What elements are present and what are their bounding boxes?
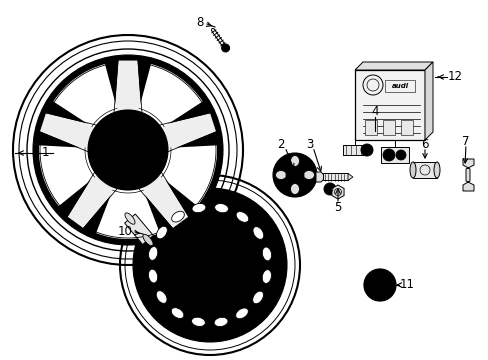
- Wedge shape: [138, 64, 202, 128]
- Text: 1: 1: [41, 147, 49, 159]
- Text: 50: 50: [374, 280, 385, 289]
- Bar: [384, 80, 414, 92]
- Circle shape: [213, 271, 220, 278]
- Circle shape: [218, 258, 224, 265]
- Circle shape: [123, 125, 133, 135]
- Circle shape: [135, 161, 144, 171]
- Circle shape: [195, 258, 202, 265]
- Polygon shape: [114, 60, 142, 113]
- Wedge shape: [96, 187, 160, 239]
- Circle shape: [88, 110, 168, 190]
- Text: 6: 6: [420, 139, 428, 152]
- Text: 5: 5: [334, 202, 341, 215]
- Bar: [354, 70, 424, 140]
- Circle shape: [360, 144, 372, 156]
- Circle shape: [33, 55, 223, 245]
- Polygon shape: [315, 172, 324, 182]
- Bar: [364, 120, 376, 135]
- Ellipse shape: [290, 184, 299, 194]
- Ellipse shape: [171, 308, 183, 319]
- Text: 8: 8: [196, 17, 203, 30]
- Text: 10: 10: [117, 225, 132, 238]
- Ellipse shape: [191, 317, 205, 327]
- Polygon shape: [462, 159, 473, 191]
- Circle shape: [272, 153, 316, 197]
- Bar: [412, 162, 436, 178]
- Ellipse shape: [171, 211, 184, 222]
- Ellipse shape: [290, 156, 299, 166]
- Ellipse shape: [262, 270, 271, 283]
- Circle shape: [100, 122, 156, 178]
- Ellipse shape: [236, 212, 248, 222]
- Text: 9: 9: [214, 162, 221, 175]
- Polygon shape: [124, 214, 153, 244]
- Text: 4: 4: [370, 105, 378, 118]
- Text: 7: 7: [461, 135, 469, 148]
- Text: 2: 2: [277, 139, 284, 152]
- Circle shape: [133, 188, 286, 342]
- Polygon shape: [159, 113, 216, 152]
- Bar: [382, 120, 394, 135]
- Bar: [380, 147, 408, 163]
- Polygon shape: [331, 185, 344, 199]
- Ellipse shape: [156, 226, 167, 239]
- Circle shape: [206, 249, 213, 256]
- Ellipse shape: [148, 247, 158, 260]
- Ellipse shape: [156, 291, 167, 303]
- Circle shape: [395, 150, 405, 160]
- Ellipse shape: [235, 308, 248, 319]
- Ellipse shape: [433, 162, 439, 178]
- Circle shape: [34, 56, 222, 244]
- Circle shape: [142, 139, 152, 149]
- Text: 12: 12: [447, 71, 462, 84]
- Ellipse shape: [148, 269, 157, 283]
- Ellipse shape: [125, 213, 135, 224]
- Bar: [342, 145, 366, 155]
- Polygon shape: [138, 172, 188, 229]
- Circle shape: [170, 225, 249, 305]
- Text: 3: 3: [305, 139, 313, 152]
- Circle shape: [324, 183, 335, 195]
- Circle shape: [382, 149, 394, 161]
- Wedge shape: [39, 145, 97, 206]
- Ellipse shape: [142, 234, 153, 246]
- Ellipse shape: [409, 162, 415, 178]
- Ellipse shape: [252, 227, 263, 239]
- Circle shape: [199, 271, 206, 278]
- Wedge shape: [159, 145, 217, 206]
- Wedge shape: [53, 64, 118, 128]
- Text: 11: 11: [399, 279, 414, 292]
- Polygon shape: [354, 62, 432, 70]
- Circle shape: [185, 241, 234, 289]
- Ellipse shape: [262, 247, 271, 261]
- Polygon shape: [424, 62, 432, 140]
- Bar: [323, 174, 347, 180]
- Circle shape: [221, 44, 229, 52]
- Polygon shape: [67, 172, 117, 229]
- Circle shape: [111, 161, 121, 171]
- Bar: [400, 120, 412, 135]
- Circle shape: [134, 189, 285, 341]
- Ellipse shape: [275, 171, 286, 180]
- Ellipse shape: [252, 291, 263, 304]
- Polygon shape: [39, 113, 97, 152]
- Ellipse shape: [214, 203, 228, 213]
- Ellipse shape: [214, 317, 227, 327]
- Text: audi: audi: [390, 83, 408, 89]
- Ellipse shape: [192, 203, 205, 213]
- Polygon shape: [347, 174, 352, 180]
- Circle shape: [363, 269, 395, 301]
- Circle shape: [104, 139, 114, 149]
- Ellipse shape: [303, 171, 314, 180]
- Circle shape: [192, 247, 227, 283]
